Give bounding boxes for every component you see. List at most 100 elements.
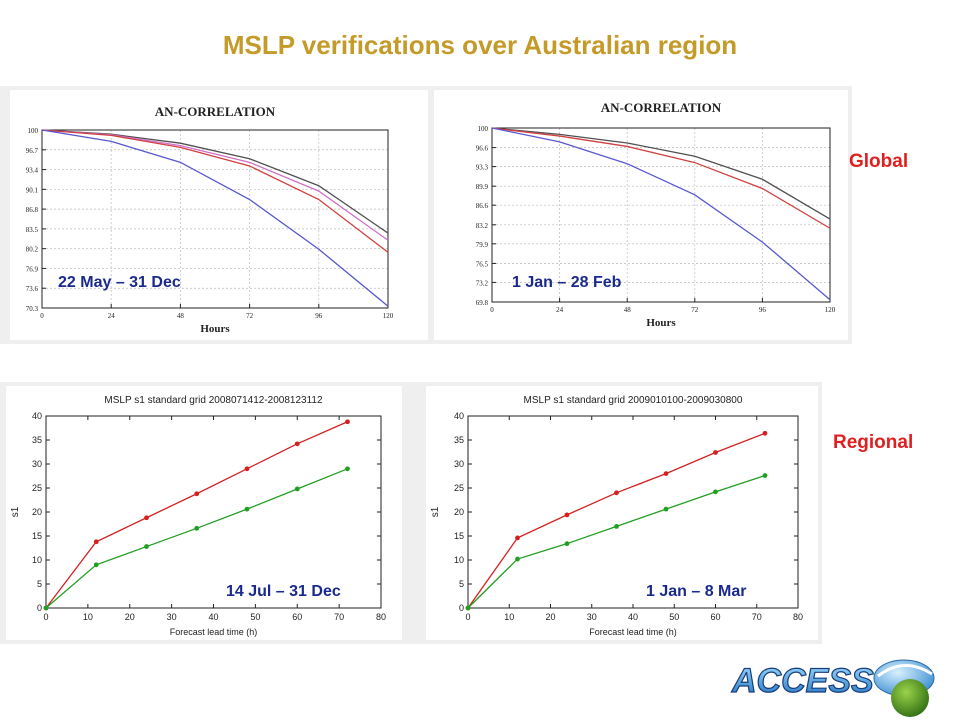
x-tick-label: 120 <box>383 312 394 320</box>
regional-label: Regional <box>833 432 914 453</box>
series-point-0 <box>144 515 149 521</box>
series-point-0 <box>515 535 520 541</box>
x-tick-label: 0 <box>40 312 44 320</box>
series-line-2 <box>491 127 831 301</box>
x-axis-label: Hours <box>200 323 230 335</box>
regional-chart-left-panel: MSLP s1 standard grid 2008071412-2008123… <box>6 386 402 640</box>
series-point-0 <box>762 430 768 436</box>
y-tick-label: 25 <box>454 483 464 493</box>
regional-chart-right-panel: MSLP s1 standard grid 2009010100-2009030… <box>426 386 818 640</box>
y-tick-label: 100 <box>28 127 39 135</box>
y-tick-label: 10 <box>32 555 42 565</box>
x-tick-label: 40 <box>208 612 218 622</box>
y-tick-label: 40 <box>32 411 42 421</box>
x-tick-label: 30 <box>587 612 597 622</box>
series-line-1 <box>491 127 831 229</box>
y-tick-label: 15 <box>32 531 42 541</box>
plot-frame <box>41 129 389 309</box>
series-point-1 <box>144 544 149 549</box>
x-tick-label: 50 <box>669 612 679 622</box>
global-label: Global <box>849 151 909 172</box>
y-tick-label: 40 <box>454 411 464 421</box>
y-tick-label: 20 <box>454 507 464 517</box>
x-axis-label: Hours <box>646 317 676 329</box>
y-tick-label: 35 <box>454 435 464 445</box>
x-axis-label: Forecast lead time (h) <box>170 627 258 637</box>
series-point-1 <box>614 524 619 529</box>
x-tick-label: 48 <box>624 306 632 314</box>
series-line-0 <box>467 432 766 609</box>
series-point-1 <box>93 562 99 568</box>
y-tick-label: 35 <box>32 435 42 445</box>
series-point-0 <box>614 490 619 496</box>
caption-global-left: 22 May – 31 Dec <box>58 274 181 291</box>
series-point-1 <box>194 525 200 531</box>
series-point-1 <box>663 506 669 512</box>
y-tick-label: 70.3 <box>26 305 39 313</box>
series-point-0 <box>713 450 718 455</box>
x-tick-label: 20 <box>125 612 135 622</box>
y-tick-label: 100 <box>478 125 489 133</box>
y-tick-label: 93.4 <box>26 167 39 175</box>
y-tick-label: 93.3 <box>476 164 489 172</box>
x-tick-label: 10 <box>504 612 514 622</box>
x-tick-label: 48 <box>177 312 185 320</box>
y-tick-label: 20 <box>32 507 42 517</box>
series-point-0 <box>345 419 350 425</box>
y-axis-label: s1 <box>430 506 441 517</box>
y-tick-label: 80.2 <box>26 246 39 254</box>
y-tick-label: 73.2 <box>476 279 489 287</box>
y-tick-label: 76.5 <box>476 260 489 268</box>
y-tick-label: 90.1 <box>26 186 39 194</box>
series-point-0 <box>663 471 669 476</box>
y-tick-label: 76.9 <box>26 265 39 273</box>
x-tick-label: 0 <box>465 612 470 622</box>
y-tick-label: 96.6 <box>476 145 489 153</box>
slide-title: MSLP verifications over Australian regio… <box>222 30 738 60</box>
y-tick-label: 0 <box>37 603 42 613</box>
series-point-1 <box>43 605 49 611</box>
y-tick-label: 96.7 <box>26 147 39 155</box>
x-tick-label: 80 <box>793 612 803 622</box>
y-tick-label: 83.2 <box>476 222 489 230</box>
x-tick-label: 40 <box>628 612 638 622</box>
regional-chart-right: MSLP s1 standard grid 2009010100-2009030… <box>430 395 803 637</box>
y-tick-label: 30 <box>454 459 464 469</box>
y-tick-label: 79.9 <box>476 241 489 249</box>
y-tick-label: 30 <box>32 459 42 469</box>
x-tick-label: 72 <box>691 306 699 314</box>
x-tick-label: 120 <box>825 306 836 314</box>
x-tick-label: 20 <box>545 612 555 622</box>
y-tick-label: 5 <box>459 579 464 589</box>
plot-frame <box>491 127 831 303</box>
chart-title: MSLP s1 standard grid 2009010100-2009030… <box>524 395 743 406</box>
series-point-1 <box>244 506 250 512</box>
series-point-1 <box>515 556 520 562</box>
y-tick-label: 86.6 <box>476 202 489 210</box>
plot-frame <box>467 415 799 609</box>
x-tick-label: 24 <box>108 312 116 320</box>
series-point-1 <box>564 541 570 547</box>
series-line-3 <box>41 129 389 307</box>
y-axis-label: s1 <box>10 506 21 517</box>
series-point-1 <box>713 489 718 495</box>
plot-frame <box>45 415 382 609</box>
global-chart-left: AN-CORRELATION 100 96.7 93.4 90.1 86.8 83.5 80.… <box>26 104 394 335</box>
series-point-0 <box>244 466 250 472</box>
series-point-0 <box>93 539 99 545</box>
y-tick-label: 15 <box>454 531 464 541</box>
series-line-0 <box>45 421 348 609</box>
chart-title: AN-CORRELATION <box>601 100 722 115</box>
y-tick-label: 89.9 <box>476 183 489 191</box>
caption-global-right: 1 Jan – 28 Feb <box>512 274 622 291</box>
y-tick-label: 73.6 <box>26 285 39 293</box>
y-tick-label: 86.8 <box>26 206 39 214</box>
global-chart-right-panel: AN-CORRELATION 100 96.6 93.3 89.9 86.6 83.2 79.… <box>434 90 848 340</box>
x-tick-label: 30 <box>167 612 177 622</box>
x-tick-label: 96 <box>759 306 767 314</box>
series-point-0 <box>194 491 200 497</box>
y-tick-label: 25 <box>32 483 42 493</box>
x-axis-label: Forecast lead time (h) <box>589 627 677 637</box>
y-tick-label: 69.8 <box>476 299 489 307</box>
logo-wordmark: ACCESS <box>731 662 874 700</box>
